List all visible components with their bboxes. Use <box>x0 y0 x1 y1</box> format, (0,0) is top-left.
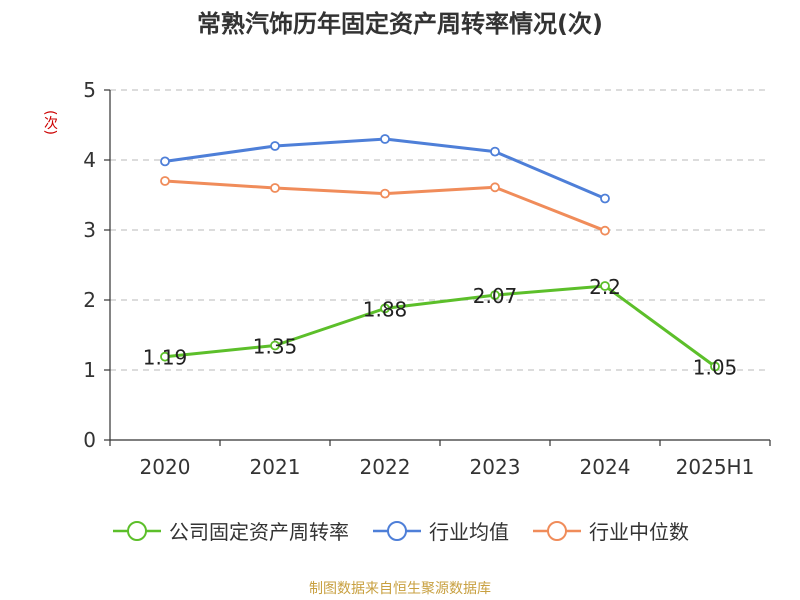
data-point-series-1 <box>160 351 170 362</box>
legend-line-marker-icon <box>113 520 161 541</box>
data-point-series-3 <box>490 182 500 193</box>
y-tick-label: 4 <box>83 148 96 172</box>
legend-label: 公司固定资产周转率 <box>169 520 349 544</box>
y-axis-unit-label: (次) <box>42 110 58 135</box>
legend-label: 行业均值 <box>429 520 509 544</box>
y-tick-label: 5 <box>83 78 96 102</box>
data-label: 2.2 <box>589 275 621 299</box>
data-point-series-1 <box>490 290 500 301</box>
data-point-series-3 <box>160 176 170 186</box>
data-point-series-2 <box>490 146 500 157</box>
data-point-series-2 <box>270 141 280 151</box>
data-label: 1.19 <box>143 346 188 370</box>
data-point-series-3 <box>270 183 280 193</box>
x-tick-label: 2024 <box>580 455 631 479</box>
y-tick-label: 2 <box>83 288 96 312</box>
legend-line-marker-icon <box>533 520 581 541</box>
x-tick-label: 2022 <box>360 455 411 479</box>
data-point-series-2 <box>380 134 390 144</box>
data-point-series-3 <box>380 188 390 199</box>
data-point-series-1 <box>600 281 610 291</box>
y-tick-label: 1 <box>83 358 96 382</box>
chart-legend: 公司固定资产周转率 行业均值 行业中位数 <box>0 516 800 545</box>
data-source-note: 制图数据来自恒生聚源数据库 <box>309 581 491 597</box>
data-point-series-2 <box>600 193 610 204</box>
data-point-series-1 <box>270 340 280 351</box>
x-tick-label: 2020 <box>140 455 191 479</box>
legend-item-1: 公司固定资产周转率 <box>111 516 349 545</box>
x-tick-label: 2025H1 <box>676 455 755 479</box>
y-tick-label: 0 <box>83 428 96 452</box>
data-point-series-1 <box>710 361 720 372</box>
data-label: 1.35 <box>253 335 298 359</box>
data-label: 1.05 <box>693 356 738 380</box>
legend-marker <box>387 520 407 541</box>
data-point-series-3 <box>600 225 610 236</box>
legend-label: 行业中位数 <box>589 520 689 544</box>
y-tick-label: 3 <box>83 218 96 242</box>
legend-marker <box>127 520 147 541</box>
chart-title: 常熟汽饰历年固定资产周转率情况(次) <box>197 10 603 38</box>
x-tick-label: 2023 <box>470 455 521 479</box>
x-tick-label: 2021 <box>250 455 301 479</box>
series-line-1 <box>164 284 716 368</box>
series-line-3 <box>164 179 606 233</box>
legend-item-3: 行业中位数 <box>531 516 689 545</box>
data-label: 2.07 <box>473 284 518 308</box>
legend-marker <box>547 520 567 541</box>
data-label: 1.88 <box>363 297 408 321</box>
legend-item-2: 行业均值 <box>371 516 509 545</box>
legend-line-marker-icon <box>373 520 421 541</box>
data-point-series-1 <box>380 303 390 314</box>
data-point-series-2 <box>160 156 170 167</box>
